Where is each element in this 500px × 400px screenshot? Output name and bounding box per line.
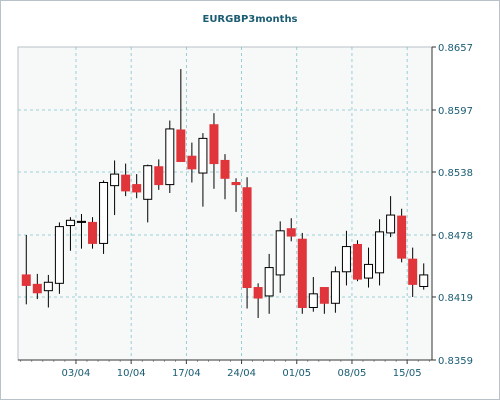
candle-body-down	[132, 184, 142, 193]
candle-body-down	[286, 228, 296, 237]
x-tick-label: 10/04	[117, 368, 146, 379]
candle-body-down	[253, 287, 263, 299]
y-tick-label: 0.8478	[438, 231, 473, 242]
candle-body-down	[88, 221, 98, 244]
candle-body-up	[308, 293, 318, 308]
candle-body-up	[165, 128, 175, 186]
candle-body-up	[264, 267, 274, 297]
candle-body-up	[43, 281, 53, 292]
candle-body-down	[209, 124, 219, 165]
y-tick-label: 0.8359	[438, 356, 473, 367]
candle-body-down	[176, 129, 186, 162]
candle-body-down	[352, 243, 362, 280]
x-tick-label: 24/04	[227, 368, 256, 379]
y-tick-label: 0.8538	[438, 168, 473, 179]
candle-body-up	[386, 214, 396, 234]
x-tick-label: 01/05	[282, 368, 311, 379]
candle-body-up	[364, 263, 374, 279]
plot-area: 0.8359 0.8419 0.8478 0.8538 0.8597 0.8657 03/0…	[17, 43, 473, 379]
candle-body-up	[198, 137, 208, 174]
candle-body-up	[65, 219, 75, 227]
candle-body-down	[21, 274, 31, 286]
candle-body-down	[231, 181, 241, 186]
x-tick-label: 08/05	[338, 368, 367, 379]
candle-body-up	[54, 226, 64, 284]
candle-body-down	[319, 287, 329, 304]
x-tick-label: 03/04	[62, 368, 91, 379]
candle-body-down	[32, 283, 42, 294]
candle-body-down	[220, 159, 230, 179]
candle-body-up	[419, 274, 429, 287]
x-tick-label: 17/04	[172, 368, 201, 379]
y-tick-label: 0.8419	[438, 293, 473, 304]
candle-body-down	[297, 238, 307, 308]
candle-body-down	[187, 155, 197, 170]
candle-body-up	[330, 271, 340, 304]
candle-body-down	[242, 187, 252, 289]
candle-body-down	[397, 215, 407, 259]
candle-body-down	[154, 166, 164, 186]
candle-body-up	[99, 181, 109, 244]
candle-body-up	[275, 230, 285, 276]
x-tick-label: 15/05	[393, 368, 422, 379]
chart-title: EURGBP3months	[202, 14, 297, 25]
candle-body-down	[408, 258, 418, 285]
plot-background	[17, 46, 433, 361]
candle-body-down	[121, 174, 131, 192]
candle-body-up	[375, 231, 385, 274]
candle-body-up	[143, 165, 153, 200]
candle-body-up	[76, 220, 86, 223]
y-tick-label: 0.8597	[438, 106, 473, 117]
candle-body-up	[341, 246, 351, 273]
y-tick-label: 0.8657	[438, 43, 473, 54]
candle-body-up	[110, 173, 120, 187]
